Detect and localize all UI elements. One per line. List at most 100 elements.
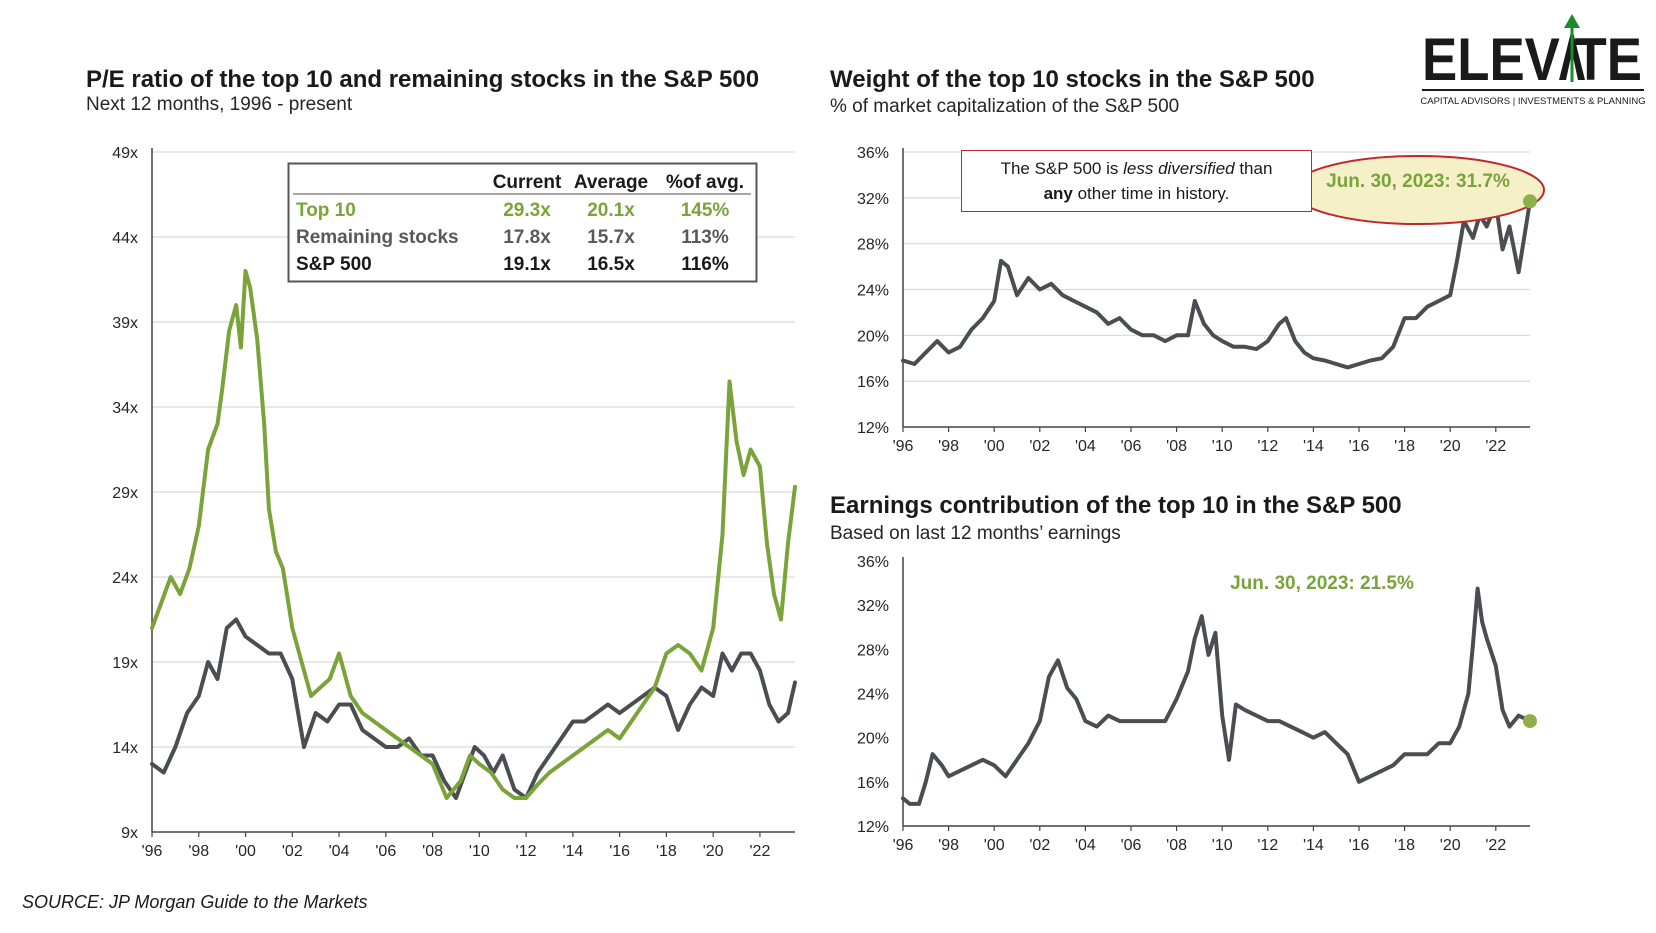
table-header-pct: %of avg. bbox=[666, 172, 744, 193]
pe-series-line-1 bbox=[150, 617, 797, 800]
table-cell: 145% bbox=[681, 200, 730, 221]
pe-chart-title: P/E ratio of the top 10 and remaining st… bbox=[86, 66, 760, 93]
weight-x-tick-label: '12 bbox=[1257, 438, 1278, 455]
weight-y-tick-label: 24% bbox=[857, 283, 889, 300]
earnings-callout-label: Jun. 30, 2023: 21.5% bbox=[1230, 573, 1414, 594]
pe-x-tick-label: '10 bbox=[469, 843, 490, 860]
weight-x-tick-label: '02 bbox=[1029, 438, 1050, 455]
note-strong: any bbox=[1043, 184, 1073, 203]
pe-x-tick-label: '04 bbox=[329, 843, 350, 860]
table-header-current: Current bbox=[493, 172, 562, 193]
earnings-x-tick-label: '08 bbox=[1166, 837, 1187, 854]
weight-y-tick-label: 32% bbox=[857, 191, 889, 208]
pe-y-tick-label: 14x bbox=[112, 740, 138, 757]
earnings-x-tick-label: '10 bbox=[1212, 837, 1233, 854]
pe-x-tick-label: '16 bbox=[609, 843, 630, 860]
earnings-x-tick-label: '12 bbox=[1257, 837, 1278, 854]
pe-x-tick-label: '06 bbox=[375, 843, 396, 860]
table-border bbox=[287, 162, 758, 283]
pe-y-tick-label: 9x bbox=[121, 825, 138, 842]
pe-series-line-0 bbox=[150, 269, 797, 800]
table-cell: 15.7x bbox=[587, 227, 635, 248]
weight-x-tick-label: '10 bbox=[1212, 438, 1233, 455]
earnings-x-tick-label: '06 bbox=[1121, 837, 1142, 854]
earnings-chart-subtitle: Based on last 12 months’ earnings bbox=[830, 523, 1121, 544]
logo-a-shape bbox=[1559, 28, 1585, 80]
weight-endpoint-marker bbox=[1523, 194, 1537, 209]
logo-arrow-head-icon bbox=[1564, 14, 1580, 28]
pe-y-tick-label: 29x bbox=[112, 485, 138, 502]
elevate-logo: ELEV TE CAPITAL ADVISORS | INVESTMENTS &… bbox=[1420, 14, 1646, 107]
pe-y-tick-label: 49x bbox=[112, 145, 138, 162]
note-text: than bbox=[1234, 159, 1273, 178]
pe-x-tick-label: '08 bbox=[422, 843, 443, 860]
earnings-y-tick-label: 24% bbox=[857, 687, 889, 704]
weight-x-tick-label: '08 bbox=[1166, 438, 1187, 455]
note-text: The S&P 500 is bbox=[1000, 159, 1124, 178]
earnings-x-tick-label: '14 bbox=[1303, 837, 1324, 854]
earnings-series-line-0 bbox=[901, 586, 1532, 806]
earnings-x-tick-label: '22 bbox=[1485, 837, 1506, 854]
diversification-note: The S&P 500 is less diversified than any… bbox=[961, 150, 1312, 212]
earnings-endpoint-marker bbox=[1523, 714, 1537, 729]
earnings-x-tick-label: '98 bbox=[938, 837, 959, 854]
weight-x-tick-label: '14 bbox=[1303, 438, 1324, 455]
weight-x-tick-label: '16 bbox=[1349, 438, 1370, 455]
pe-y-tick-label: 19x bbox=[112, 655, 138, 672]
table-row-label: Top 10 bbox=[296, 200, 356, 221]
earnings-x-tick-label: '02 bbox=[1029, 837, 1050, 854]
table-cell: 116% bbox=[681, 254, 729, 275]
pe-y-tick-label: 34x bbox=[112, 400, 138, 417]
weight-y-tick-label: 28% bbox=[857, 237, 889, 254]
note-text: other time in history. bbox=[1072, 184, 1230, 203]
pe-summary-table: Current Average %of avg. Top 10 29.3x 20… bbox=[287, 162, 758, 283]
table-cell: 29.3x bbox=[503, 200, 551, 221]
earnings-y-tick-label: 28% bbox=[857, 642, 889, 659]
weight-y-tick-label: 36% bbox=[857, 145, 889, 162]
pe-y-tick-label: 44x bbox=[112, 230, 138, 247]
weight-x-tick-label: '18 bbox=[1394, 438, 1415, 455]
table-header-average: Average bbox=[574, 172, 648, 193]
earnings-x-tick-label: '18 bbox=[1394, 837, 1415, 854]
pe-x-tick-label: '00 bbox=[235, 843, 256, 860]
pe-y-tick-label: 39x bbox=[112, 315, 138, 332]
weight-x-tick-label: '22 bbox=[1485, 438, 1506, 455]
earnings-x-tick-label: '96 bbox=[893, 837, 914, 854]
earnings-y-tick-label: 20% bbox=[857, 731, 889, 748]
table-cell: 20.1x bbox=[587, 200, 635, 221]
earnings-x-tick-label: '20 bbox=[1440, 837, 1461, 854]
weight-chart-subtitle: % of market capitalization of the S&P 50… bbox=[830, 96, 1180, 117]
logo-wordmark: ELEV TE bbox=[1422, 26, 1642, 93]
earnings-x-tick-label: '00 bbox=[984, 837, 1005, 854]
note-emphasis: less diversified bbox=[1123, 159, 1235, 178]
weight-chart-title: Weight of the top 10 stocks in the S&P 5… bbox=[830, 66, 1315, 93]
pe-y-tick-label: 24x bbox=[112, 570, 138, 587]
table-cell: 19.1x bbox=[503, 254, 551, 275]
pe-x-tick-label: '12 bbox=[516, 843, 537, 860]
weight-y-tick-label: 12% bbox=[857, 420, 889, 437]
table-cell: 16.5x bbox=[587, 254, 635, 275]
table-cell: 113% bbox=[681, 227, 729, 248]
weight-x-tick-label: '96 bbox=[893, 438, 914, 455]
pe-x-tick-label: '14 bbox=[562, 843, 583, 860]
earnings-y-tick-label: 32% bbox=[857, 598, 889, 615]
pe-x-tick-label: '98 bbox=[188, 843, 209, 860]
weight-y-tick-label: 16% bbox=[857, 374, 889, 391]
weight-x-tick-label: '98 bbox=[938, 438, 959, 455]
pe-x-tick-label: '96 bbox=[142, 843, 163, 860]
table-row-label: S&P 500 bbox=[296, 254, 372, 275]
weight-y-tick-label: 20% bbox=[857, 328, 889, 345]
pe-x-tick-label: '20 bbox=[703, 843, 724, 860]
pe-x-tick-label: '22 bbox=[749, 843, 770, 860]
pe-chart-subtitle: Next 12 months, 1996 - present bbox=[86, 94, 353, 115]
pe-x-tick-label: '18 bbox=[656, 843, 677, 860]
weight-x-tick-label: '00 bbox=[984, 438, 1005, 455]
pe-x-tick-label: '02 bbox=[282, 843, 303, 860]
table-row-label: Remaining stocks bbox=[296, 227, 459, 248]
earnings-chart-title: Earnings contribution of the top 10 in t… bbox=[830, 492, 1402, 519]
weight-x-tick-label: '06 bbox=[1121, 438, 1142, 455]
weight-x-tick-label: '20 bbox=[1440, 438, 1461, 455]
earnings-y-tick-label: 16% bbox=[857, 775, 889, 792]
earnings-y-tick-label: 12% bbox=[857, 819, 889, 836]
